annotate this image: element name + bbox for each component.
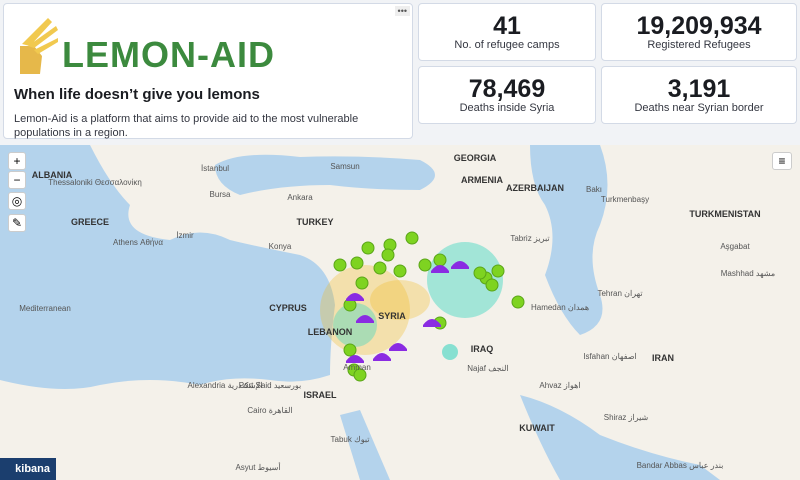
map-label: Tabuk تبوك [331, 435, 370, 444]
map-label: Thessaloniki Θεσσαλονίκη [48, 178, 142, 187]
metric-label: Deaths near Syrian border [634, 102, 764, 114]
camp-icon [423, 319, 441, 327]
camp-icon [346, 293, 364, 301]
map-label: Athens Αθήνα [113, 238, 163, 247]
layer-control[interactable]: ≡ [772, 152, 792, 170]
map-label: Tehran تهران [597, 289, 642, 298]
map-label: CYPRUS [269, 303, 307, 313]
map-label: AZERBAIJAN [506, 183, 564, 193]
metric-card: 3,191 Deaths near Syrian border [601, 66, 797, 124]
metric-value: 78,469 [468, 75, 546, 103]
map-label: IRAN [652, 353, 674, 363]
map-label: Konya [269, 242, 292, 251]
map-label: Ankara [287, 193, 313, 202]
metric-card: 19,209,934 Registered Refugees [601, 3, 797, 61]
map-label: Mashhad مشهد [721, 269, 775, 278]
camp-dot [405, 231, 419, 245]
metric-value: 3,191 [667, 75, 731, 103]
map-label: Ahvaz اهواز [539, 381, 580, 390]
map-label: Najaf النجف [467, 364, 508, 373]
persian-gulf [520, 395, 720, 480]
metric-value: 41 [493, 12, 521, 40]
map-label: Aşgabat [720, 242, 750, 251]
map-label: Port Said بورسعيد [239, 381, 302, 390]
map-label: ISRAEL [303, 390, 337, 400]
metric-label: No. of refugee camps [454, 39, 560, 51]
map-label: TURKEY [296, 217, 333, 227]
panel-menu[interactable]: ••• [394, 6, 410, 16]
red-sea [340, 410, 390, 480]
map-label: Shiraz شیراز [604, 413, 649, 422]
map-label: Bandar Abbas بندر عباس [637, 461, 724, 470]
intro-panel: LEMON-AID When life doesn’t give you lem… [3, 3, 413, 139]
kibana-badge: kibana [0, 458, 56, 480]
camp-dot [343, 343, 357, 357]
mediterranean-sea [0, 145, 335, 389]
camp-icon [346, 355, 364, 363]
map-label: Mediterranean [19, 304, 71, 313]
map-label: KUWAIT [519, 423, 555, 433]
camp-dot [393, 264, 407, 278]
map-label: GEORGIA [454, 153, 497, 163]
camp-dot [511, 295, 525, 309]
map-label: Samsun [330, 162, 359, 171]
camp-dot [355, 276, 369, 290]
camp-dot [381, 248, 395, 262]
map-label: Alexandria الإسكندرية [188, 381, 263, 390]
map-label: Cairo القاهرة [247, 406, 292, 415]
title: When life doesn’t give you lemons [14, 86, 260, 103]
map-label: Turkmenbaşy [601, 195, 649, 204]
description: Lemon-Aid is a platform that aims to pro… [14, 113, 359, 139]
logo-icon [20, 18, 58, 74]
map-label: İzmir [176, 231, 194, 240]
map-label: Hamedan همدان [531, 303, 589, 312]
map-label: ALBANIA [32, 170, 73, 180]
tools[interactable]: ✎ [8, 214, 26, 232]
zoom-out[interactable]: − [8, 171, 26, 189]
map-label: IRAQ [471, 344, 494, 354]
camp-dot [485, 278, 499, 292]
map-label: ARMENIA [461, 175, 503, 185]
map-label: Amman [343, 363, 371, 372]
fit-bounds[interactable]: ◎ [8, 192, 26, 210]
camp-dot [473, 266, 487, 280]
caspian-sea [530, 145, 608, 335]
camp-dot [361, 241, 375, 255]
camp-icon [373, 353, 391, 361]
camp-dot [373, 261, 387, 275]
camp-dot [418, 258, 432, 272]
camp-icon [451, 261, 469, 269]
map-label: İstanbul [201, 164, 229, 173]
map-label: Isfahan اصفهان [583, 352, 637, 361]
map-label: TURKMENISTAN [689, 209, 760, 219]
camp-dot [350, 256, 364, 270]
map-label: Bursa [210, 190, 231, 199]
metric-card: 78,469 Deaths inside Syria [418, 66, 596, 124]
camp-dot [433, 253, 447, 267]
brand: LEMON-AID [62, 34, 275, 75]
map-label: SYRIA [378, 311, 406, 321]
metric-value: 19,209,934 [636, 12, 762, 40]
camp-icon [431, 265, 449, 273]
metric-label: Registered Refugees [647, 39, 751, 51]
map-label: LEBANON [308, 327, 353, 337]
map-label: GREECE [71, 217, 109, 227]
camp-icon [389, 343, 407, 351]
map-label: Tabriz تبریز [510, 234, 549, 243]
map-label: Asyut أسيوط [235, 461, 280, 472]
map-label: Bakı [586, 185, 602, 194]
camp-icon [356, 315, 374, 323]
black-sea [215, 154, 435, 195]
camp-dot [491, 264, 505, 278]
metric-label: Deaths inside Syria [459, 102, 555, 114]
camp-dot [333, 258, 347, 272]
camp-dot [353, 368, 367, 382]
metric-card: 41 No. of refugee camps [418, 3, 596, 61]
zoom-in[interactable]: + [8, 152, 26, 170]
